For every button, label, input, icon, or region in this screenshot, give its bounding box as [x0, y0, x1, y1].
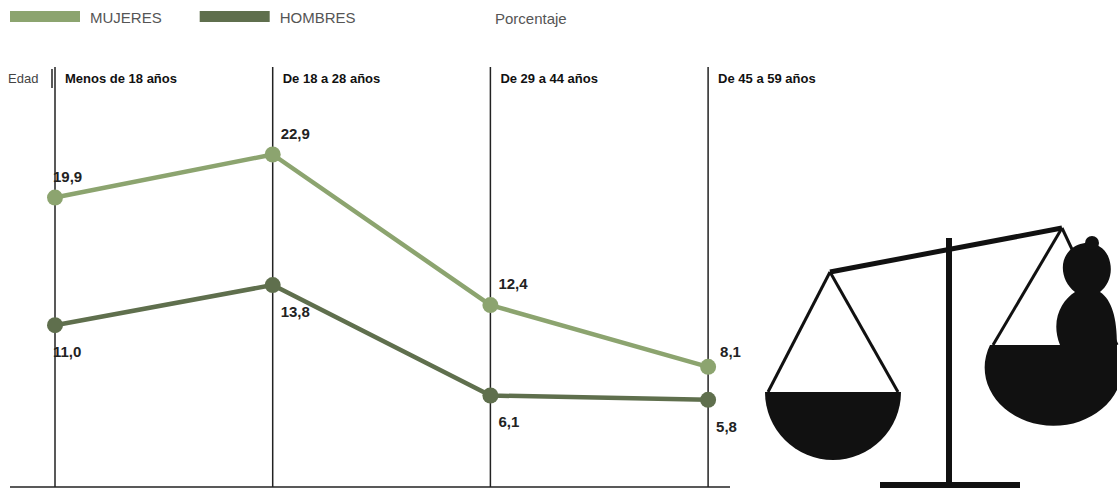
- data-label: 22,9: [281, 125, 310, 142]
- scale-pan: [765, 392, 901, 460]
- data-label: 13,8: [281, 303, 310, 320]
- data-label: 8,1: [720, 343, 741, 360]
- y-axis-title: Porcentaje: [495, 10, 567, 27]
- point: [482, 387, 498, 403]
- data-label: 6,1: [498, 413, 519, 430]
- category-line: [707, 67, 709, 487]
- point: [265, 277, 281, 293]
- scale-figure-bun: [1085, 236, 1099, 250]
- scale-string: [830, 272, 898, 392]
- scale-figure: [1056, 243, 1117, 345]
- scale-string: [993, 228, 1062, 345]
- legend-swatch: [200, 11, 270, 22]
- point: [482, 297, 498, 313]
- chart-svg: MUJERES HOMBRES Porcentaje Edad Menos de 18 …: [0, 0, 1119, 489]
- scale-illustration: [765, 228, 1117, 488]
- data-label: 5,8: [716, 418, 737, 435]
- category-label: De 45 a 59 años: [718, 71, 816, 86]
- x-axis-title: Edad: [8, 71, 38, 86]
- legend-swatch: [10, 11, 80, 22]
- legend-label: MUJERES: [90, 9, 162, 26]
- x-axis-line: [10, 486, 730, 488]
- point: [700, 392, 716, 408]
- scale-post: [946, 238, 952, 484]
- chart-container: MUJERES HOMBRES Porcentaje Edad Menos de 18 …: [0, 0, 1119, 489]
- category-line: [272, 67, 274, 487]
- point: [47, 190, 63, 206]
- series-line: [55, 285, 708, 400]
- data-label: 11,0: [53, 343, 81, 360]
- category-line: [490, 67, 492, 487]
- plot-area: [47, 147, 716, 408]
- separator: [51, 69, 53, 88]
- category-label: Menos de 18 años: [65, 71, 177, 86]
- category-label: De 18 a 28 años: [283, 71, 381, 86]
- scale-pan: [985, 345, 1117, 426]
- point: [265, 147, 281, 163]
- category-label: De 29 a 44 años: [500, 71, 598, 86]
- legend-label: HOMBRES: [280, 9, 356, 26]
- scale-base: [880, 482, 1020, 488]
- data-label: 19,9: [53, 168, 82, 185]
- data-label: 12,4: [498, 275, 528, 292]
- scale-string: [768, 272, 830, 392]
- point: [700, 359, 716, 375]
- point: [47, 317, 63, 333]
- series-line: [55, 155, 708, 367]
- category-line: [54, 67, 56, 487]
